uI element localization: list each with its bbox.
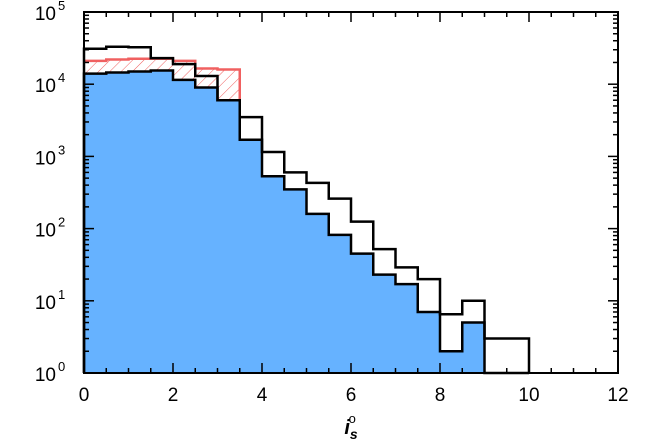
y-tick-base: 10 xyxy=(35,221,56,242)
black-series-step-outline xyxy=(82,45,531,373)
y-tick-base: 10 xyxy=(35,148,56,169)
y-tick-exponent: 2 xyxy=(58,215,65,230)
y-tick-exponent: 3 xyxy=(58,142,65,157)
y-tick-exponent: 1 xyxy=(58,287,65,302)
y-tick-label: 10 xyxy=(35,365,56,386)
y-tick-label: 10 xyxy=(35,221,56,242)
y-tick-label: 10 xyxy=(35,76,56,97)
x-tick-label: 2 xyxy=(168,385,179,406)
y-tick-exponent: 5 xyxy=(58,0,65,13)
red-hatched-series-layer xyxy=(84,57,241,101)
red-hatched-bar xyxy=(84,60,107,74)
x-tick-label: 8 xyxy=(435,385,446,406)
filled-bar xyxy=(440,351,463,373)
filled-bar xyxy=(84,73,107,373)
filled-bar xyxy=(462,322,485,373)
x-axis-label-sub: s xyxy=(350,426,358,442)
red-hatched-bar xyxy=(128,58,151,72)
y-tick-label: 10 xyxy=(35,148,56,169)
filled-bar xyxy=(328,234,352,373)
x-axis-label-sup: o xyxy=(349,411,356,426)
filled-bar xyxy=(217,100,241,374)
filled-bar xyxy=(373,274,396,373)
y-tick-exponent: 0 xyxy=(58,359,65,374)
filled-bar xyxy=(106,72,129,374)
red-hatched-bar xyxy=(106,59,129,73)
filled-bar xyxy=(239,139,263,373)
filled-bar xyxy=(262,176,285,373)
x-axis-label: iso xyxy=(344,411,358,442)
x-tick-label: 0 xyxy=(79,385,90,406)
red-hatched-bar xyxy=(173,60,196,80)
filled-series-step-outline xyxy=(82,69,529,375)
x-tick-label: 6 xyxy=(346,385,357,406)
x-axis-label-main: i xyxy=(344,417,350,439)
y-tick-label: 10 xyxy=(35,293,56,314)
x-tick-labels: 0 2 4 6 8 10 12 xyxy=(79,385,629,406)
filled-series-layer xyxy=(84,70,485,374)
black-outline-series-layer xyxy=(82,45,531,375)
filled-bar xyxy=(351,253,374,373)
filled-bar xyxy=(395,284,419,373)
filled-bar xyxy=(417,311,441,373)
filled-bar xyxy=(128,71,152,374)
y-tick-base: 10 xyxy=(35,293,56,314)
filled-bar xyxy=(306,213,330,373)
y-tick-base: 10 xyxy=(35,76,56,97)
y-tick-base: 10 xyxy=(35,4,56,25)
filled-bar xyxy=(173,79,196,373)
y-tick-label: 10 xyxy=(35,4,56,25)
x-tick-label: 12 xyxy=(607,385,628,406)
red-hatched-bar xyxy=(195,68,218,88)
axis-ticks xyxy=(83,11,619,374)
y-tick-exponent: 4 xyxy=(58,70,65,85)
filled-bar xyxy=(195,87,218,373)
x-tick-label: 10 xyxy=(518,385,539,406)
filled-bar xyxy=(284,189,307,373)
y-tick-base: 10 xyxy=(35,365,56,386)
filled-bar xyxy=(150,70,174,373)
red-hatched-bar xyxy=(150,58,173,71)
x-tick-label: 4 xyxy=(257,385,268,406)
red-hatched-bar xyxy=(217,69,240,101)
